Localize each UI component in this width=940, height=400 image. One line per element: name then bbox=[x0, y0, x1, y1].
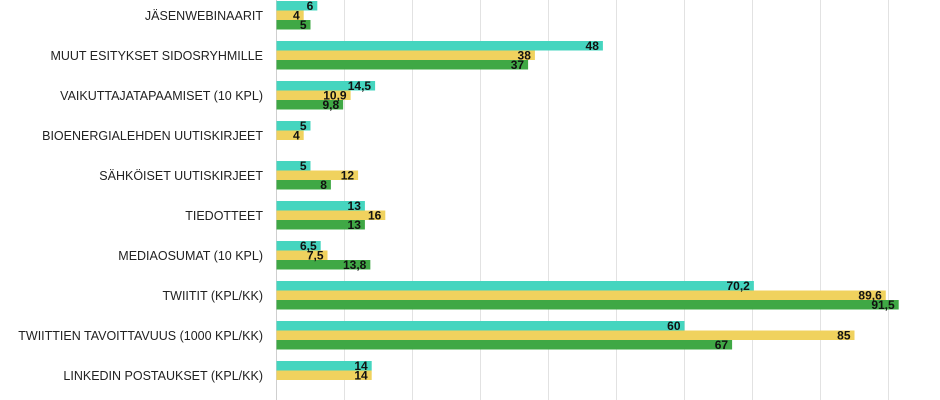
bar bbox=[276, 210, 386, 220]
category-label: VAIKUTTAJATAPAAMISET (10 KPL) bbox=[60, 89, 263, 103]
bar bbox=[276, 370, 372, 380]
bar bbox=[276, 260, 371, 270]
category-label: TWIITTIEN TAVOITTAVUUS (1000 KPL/KK) bbox=[18, 329, 263, 343]
data-label: 89,6 bbox=[858, 289, 882, 303]
data-label: 38 bbox=[518, 49, 532, 63]
bar bbox=[276, 220, 365, 230]
data-label: 4 bbox=[293, 9, 300, 23]
category-label: TWIITIT (KPL/KK) bbox=[163, 289, 263, 303]
data-label: 5 bbox=[300, 119, 307, 133]
data-label: 14 bbox=[354, 359, 368, 373]
bar bbox=[276, 161, 311, 171]
data-label: 5 bbox=[300, 18, 307, 32]
bar bbox=[276, 281, 754, 291]
category-label: MEDIAOSUMAT (10 KPL) bbox=[118, 249, 263, 263]
data-label: 13 bbox=[348, 199, 362, 213]
data-label: 48 bbox=[586, 39, 600, 53]
data-label: 70,2 bbox=[727, 279, 751, 293]
bar bbox=[276, 201, 365, 211]
bar bbox=[276, 180, 331, 190]
data-label: 91,5 bbox=[871, 298, 895, 312]
category-label: TIEDOTTEET bbox=[185, 209, 263, 223]
bar bbox=[276, 60, 529, 70]
value-labels: 64548383714,510,99,85451281316136,57,513… bbox=[293, 0, 895, 400]
category-label: MUUT ESITYKSET SIDOSRYHMILLE bbox=[50, 49, 263, 63]
bars bbox=[276, 1, 899, 380]
bar bbox=[276, 170, 359, 180]
data-label: 4 bbox=[293, 129, 300, 143]
bar bbox=[276, 130, 304, 140]
category-label: SÄHKÖISET UUTISKIRJEET bbox=[99, 169, 263, 183]
bar bbox=[276, 290, 886, 300]
bar bbox=[276, 340, 733, 350]
data-label: 14 bbox=[354, 369, 368, 383]
data-label: 14,5 bbox=[348, 79, 372, 93]
bar bbox=[276, 41, 603, 51]
bar bbox=[276, 10, 304, 20]
data-label: 13 bbox=[348, 218, 362, 232]
bar bbox=[276, 321, 685, 331]
data-label: 85 bbox=[837, 329, 851, 343]
category-label: JÄSENWEBINAARIT bbox=[145, 9, 263, 23]
data-label: 37 bbox=[511, 58, 525, 72]
data-label: 16 bbox=[368, 209, 382, 223]
data-label: 6 bbox=[307, 0, 314, 13]
bar bbox=[276, 121, 311, 131]
data-label: 9,8 bbox=[322, 98, 339, 112]
bar bbox=[276, 250, 328, 260]
bar bbox=[276, 81, 376, 91]
data-label: 7,5 bbox=[307, 249, 324, 263]
data-label: 10,9 bbox=[323, 89, 347, 103]
bar bbox=[276, 330, 855, 340]
category-label: BIOENERGIALEHDEN UUTISKIRJEET bbox=[42, 129, 263, 143]
category-labels: JÄSENWEBINAARIT MUUT ESITYKSET SIDOSRYHMI… bbox=[18, 9, 263, 383]
bar bbox=[276, 20, 311, 30]
bar bbox=[276, 90, 351, 100]
data-label: 5 bbox=[300, 159, 307, 173]
bar bbox=[276, 361, 372, 371]
data-label: 60 bbox=[667, 319, 681, 333]
bar bbox=[276, 50, 535, 60]
bar bbox=[276, 300, 899, 310]
data-label: 67 bbox=[715, 338, 729, 352]
category-label: LINKEDIN POSTAUKSET (KPL/KK) bbox=[63, 369, 263, 383]
data-label: 13,8 bbox=[343, 258, 367, 272]
data-label: 12 bbox=[341, 169, 355, 183]
bar bbox=[276, 241, 321, 251]
bar bbox=[276, 100, 344, 110]
data-label: 8 bbox=[320, 178, 327, 192]
bar bbox=[276, 1, 318, 11]
data-label: 6,5 bbox=[300, 239, 317, 253]
